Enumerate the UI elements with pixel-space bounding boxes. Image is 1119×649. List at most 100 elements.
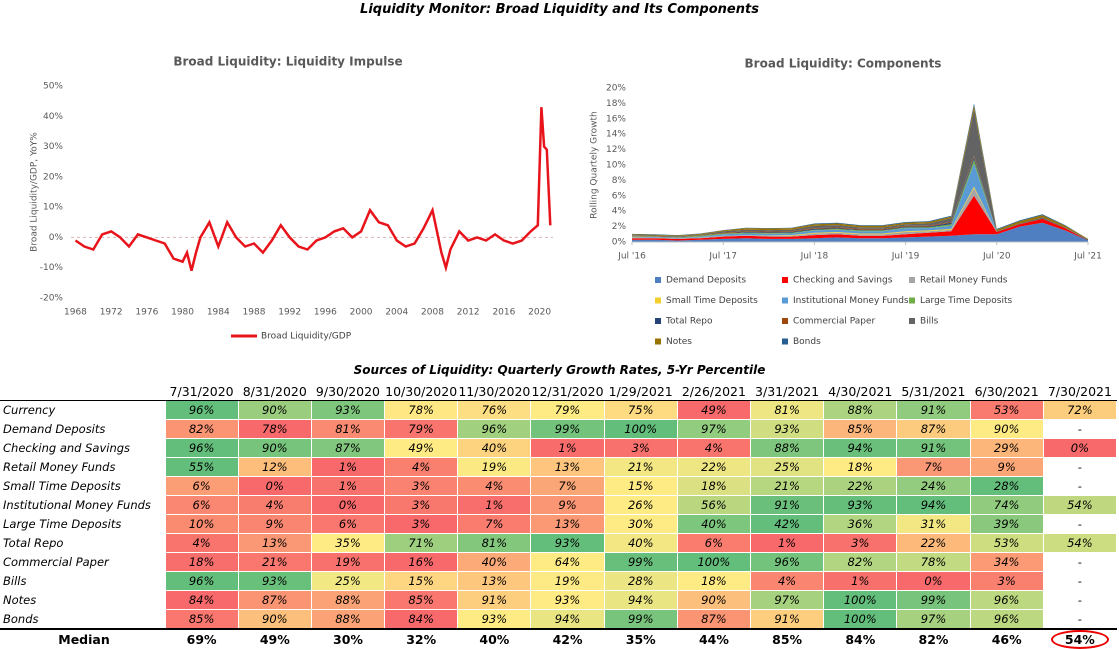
table-cell: 9% bbox=[237, 514, 312, 534]
median-cell: 85% bbox=[750, 628, 824, 649]
area-series bbox=[632, 109, 1088, 240]
x-tick-label: 1992 bbox=[278, 308, 301, 318]
x-tick-label: 2020 bbox=[528, 308, 551, 318]
table-cell: 91% bbox=[749, 495, 825, 515]
table-cell: 6% bbox=[164, 495, 239, 515]
x-tick-label: 1976 bbox=[135, 308, 158, 318]
table-cell: 93% bbox=[749, 419, 825, 439]
y-tick-label: 50% bbox=[43, 82, 63, 92]
x-tick-label: 2012 bbox=[457, 308, 480, 318]
table-cell: 53% bbox=[969, 400, 1044, 420]
table-cell: 19% bbox=[530, 571, 605, 591]
table-cell: 0% bbox=[896, 571, 971, 591]
table-cell: - bbox=[1042, 419, 1118, 439]
table-cell: 1% bbox=[749, 533, 825, 553]
legend-swatch bbox=[655, 277, 661, 283]
table-cell: 79% bbox=[530, 400, 605, 420]
table-cell: 22% bbox=[676, 457, 752, 477]
x-tick-label: Jul '20 bbox=[982, 252, 1011, 262]
median-cell: 30% bbox=[311, 628, 385, 649]
column-header: 7/30/2021 bbox=[1043, 382, 1117, 401]
table-cell: 85% bbox=[823, 419, 898, 439]
table-cell: - bbox=[1042, 476, 1118, 496]
y-axis-label: Broad Liquidity/GDP, YoY% bbox=[30, 132, 40, 252]
legend-label: Total Repo bbox=[665, 317, 713, 327]
table-cell: 88% bbox=[310, 609, 386, 630]
legend-label: Commercial Paper bbox=[793, 317, 875, 327]
table-cell: 56% bbox=[676, 495, 752, 515]
table-cell: 88% bbox=[310, 590, 386, 610]
table-cell: 72% bbox=[1042, 400, 1118, 420]
y-tick-label: -20% bbox=[40, 294, 64, 304]
legend-label: Large Time Deposits bbox=[920, 296, 1012, 306]
chart-title: Broad Liquidity: Components bbox=[745, 57, 942, 71]
legend-label: Bills bbox=[920, 317, 939, 327]
column-header: 10/30/2020 bbox=[384, 382, 458, 401]
table-cell: 4% bbox=[749, 571, 825, 591]
table-cell: 22% bbox=[823, 476, 898, 496]
table-cell: 93% bbox=[237, 571, 312, 591]
table-cell: 71% bbox=[384, 533, 459, 553]
table-cell: 88% bbox=[749, 438, 825, 458]
table-cell: 87% bbox=[676, 609, 752, 630]
table-cell: 42% bbox=[749, 514, 825, 534]
table-row: Retail Money Funds 55% 12% 1% 4% 19% 13% 21% 22%… bbox=[0, 457, 1118, 477]
y-tick-label: 20% bbox=[606, 84, 626, 94]
row-label: Retail Money Funds bbox=[3, 460, 116, 474]
table-cell: 0% bbox=[310, 495, 386, 515]
y-tick-label: 6% bbox=[612, 191, 627, 201]
median-cell: 44% bbox=[677, 628, 751, 649]
table-cell: 35% bbox=[310, 533, 386, 553]
x-tick-label: Jul '17 bbox=[708, 252, 737, 262]
table-cell: 40% bbox=[457, 552, 532, 572]
x-tick-label: 1984 bbox=[207, 308, 230, 318]
table-cell: 4% bbox=[237, 495, 312, 515]
table-cell: 6% bbox=[310, 514, 386, 534]
table-cell: 93% bbox=[457, 609, 532, 630]
table-cell: 97% bbox=[676, 419, 752, 439]
y-tick-label: 8% bbox=[612, 176, 627, 186]
legend-label: Notes bbox=[666, 337, 692, 347]
table-row: Currency 96% 90% 93% 78% 76% 79% 75% 49% 81% 88% 91… bbox=[0, 400, 1118, 420]
median-cell: 40% bbox=[457, 628, 531, 649]
legend-swatch bbox=[655, 318, 661, 324]
x-tick-label: 2016 bbox=[492, 308, 515, 318]
legend-swatch bbox=[655, 338, 661, 345]
y-tick-label: 40% bbox=[43, 112, 63, 122]
table-cell: 18% bbox=[676, 571, 752, 591]
row-label: Bills bbox=[3, 574, 27, 588]
x-tick-label: 2004 bbox=[385, 308, 408, 318]
table-row: Total Repo 4% 13% 35% 71% 81% 93% 40% 6% 1% 3% 22% 5… bbox=[0, 533, 1118, 553]
column-header: 8/31/2020 bbox=[238, 382, 312, 401]
legend-swatch bbox=[782, 277, 788, 283]
median-cell: 35% bbox=[604, 628, 678, 649]
table-cell: 87% bbox=[310, 438, 386, 458]
y-tick-label: 4% bbox=[612, 207, 627, 217]
table-row: Notes 84% 87% 88% 85% 91% 93% 94% 90% 97% 100% 99% 9… bbox=[0, 590, 1118, 610]
table-cell: 90% bbox=[237, 609, 312, 630]
legend-label: Demand Deposits bbox=[666, 276, 746, 286]
table-cell: 84% bbox=[384, 609, 459, 630]
table-cell: 82% bbox=[164, 419, 239, 439]
table-title: Sources of Liquidity: Quarterly Growth R… bbox=[353, 363, 766, 377]
table-cell: 96% bbox=[969, 609, 1044, 630]
table-cell: 24% bbox=[896, 476, 971, 496]
x-tick-label: Jul '18 bbox=[800, 252, 829, 262]
legend-swatch bbox=[909, 318, 915, 324]
area-series bbox=[632, 195, 1088, 241]
table-cell: 13% bbox=[457, 571, 532, 591]
table-cell: 100% bbox=[603, 419, 678, 439]
row-label: Currency bbox=[3, 403, 56, 418]
legend-swatch bbox=[782, 297, 788, 304]
table-row: Large Time Deposits 10% 9% 6% 3% 7% 13% 30% 40% 4… bbox=[0, 514, 1118, 534]
header-row: 7/31/2020 8/31/2020 9/30/2020 10/30/2020 11/… bbox=[0, 382, 1117, 401]
area-series bbox=[632, 105, 1088, 240]
x-tick-label: 1996 bbox=[314, 308, 337, 318]
table-cell: 1% bbox=[530, 438, 605, 458]
table-cell: 16% bbox=[384, 552, 459, 572]
median-highlight: 54% bbox=[1050, 631, 1109, 649]
table-cell: 3% bbox=[384, 495, 459, 515]
table-cell: 99% bbox=[896, 590, 971, 610]
table-cell: 3% bbox=[969, 571, 1044, 591]
